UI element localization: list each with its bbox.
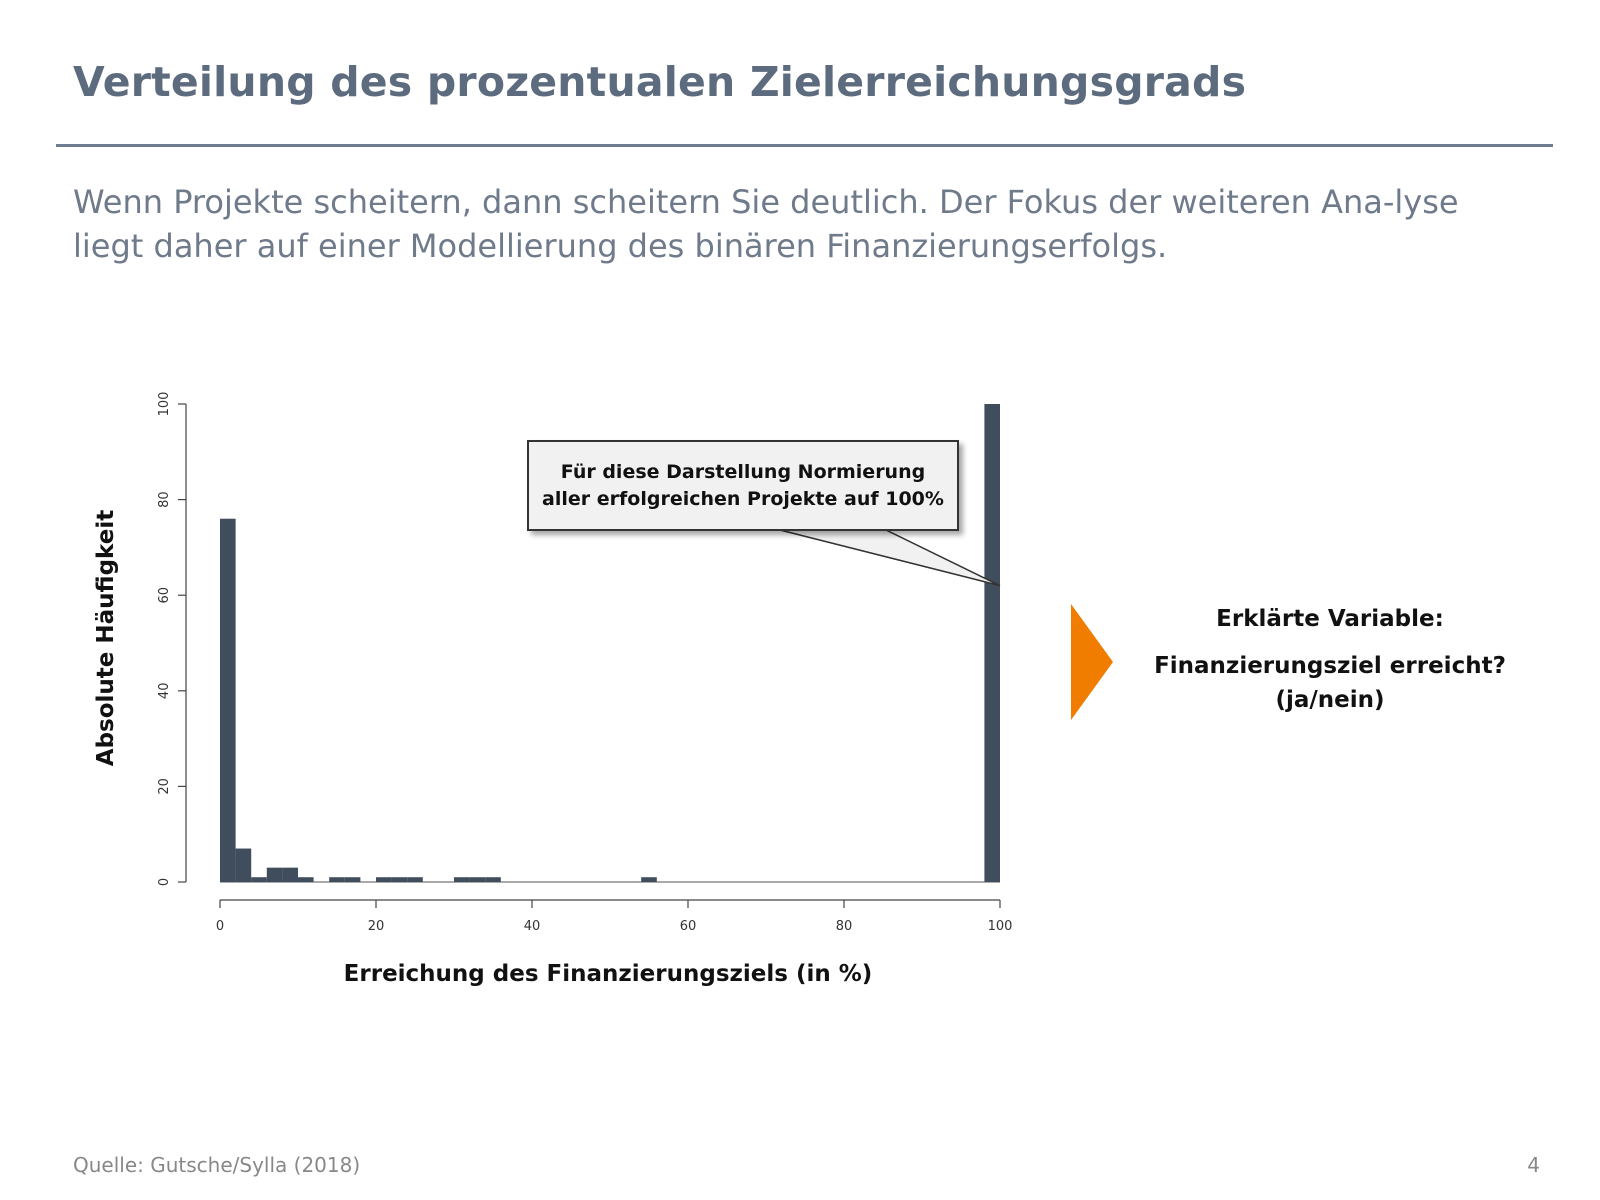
callout-pointer: [779, 529, 1001, 587]
x-tick-label-5: 100: [988, 919, 1013, 934]
y-axis-title: Absolute Häufigkeit: [93, 510, 119, 766]
histogram-bar-15: [984, 404, 1000, 882]
y-tick-label-2: 40: [157, 683, 172, 700]
histogram-bar-5: [298, 877, 314, 882]
x-tick-label-3: 60: [680, 919, 697, 934]
title-divider: [56, 144, 1553, 147]
y-tick-label-3: 60: [157, 587, 172, 604]
y-tick-label-5: 100: [157, 392, 172, 417]
y-tick-label-0: 0: [157, 878, 172, 886]
histogram-bar-14: [641, 877, 657, 882]
histogram-bar-7: [344, 877, 361, 882]
histogram-bar-2: [251, 877, 267, 882]
callout-box: Für diese Darstellung Normierung aller e…: [527, 440, 959, 531]
histogram-bar-0: [220, 518, 236, 882]
histogram-bar-3: [266, 867, 283, 882]
x-tick-label-2: 40: [524, 919, 541, 934]
chart-axes: 0 20 40 60 80 100 0 20 40 60 80 100: [157, 392, 1012, 934]
histogram-bar-12: [469, 877, 486, 882]
histogram-bar-8: [376, 877, 392, 882]
explained-variable-label: Erklärte Variable:: [1216, 606, 1444, 632]
histogram-bar-9: [391, 877, 408, 882]
explained-variable: Erklärte Variable: Finanzierungsziel err…: [1140, 603, 1520, 717]
histogram-bar-6: [329, 877, 345, 882]
x-axis-title: Erreichung des Finanzierungsziels (in %): [344, 961, 873, 987]
histogram-bar-4: [282, 867, 298, 882]
y-tick-label-1: 20: [157, 778, 172, 795]
explained-variable-value: Finanzierungsziel erreicht? (ja/nein): [1154, 653, 1506, 713]
x-tick-label-1: 20: [368, 919, 385, 934]
histogram-bar-11: [454, 877, 470, 882]
histogram-bar-10: [407, 877, 423, 882]
page-number: 4: [1527, 1153, 1540, 1177]
y-tick-label-4: 80: [157, 491, 172, 508]
slide-subtitle: Wenn Projekte scheitern, dann scheitern …: [73, 183, 1459, 265]
histogram-bars: [220, 404, 1000, 883]
slide-title: Verteilung des prozentualen Zielerreichu…: [73, 58, 1247, 106]
x-tick-label-0: 0: [216, 919, 224, 934]
callout-text: Für diese Darstellung Normierung aller e…: [542, 460, 944, 510]
histogram-bar-13: [485, 877, 501, 882]
x-tick-label-4: 80: [836, 919, 853, 934]
histogram-bar-1: [235, 848, 252, 882]
source-note: Quelle: Gutsche/Sylla (2018): [73, 1153, 361, 1177]
